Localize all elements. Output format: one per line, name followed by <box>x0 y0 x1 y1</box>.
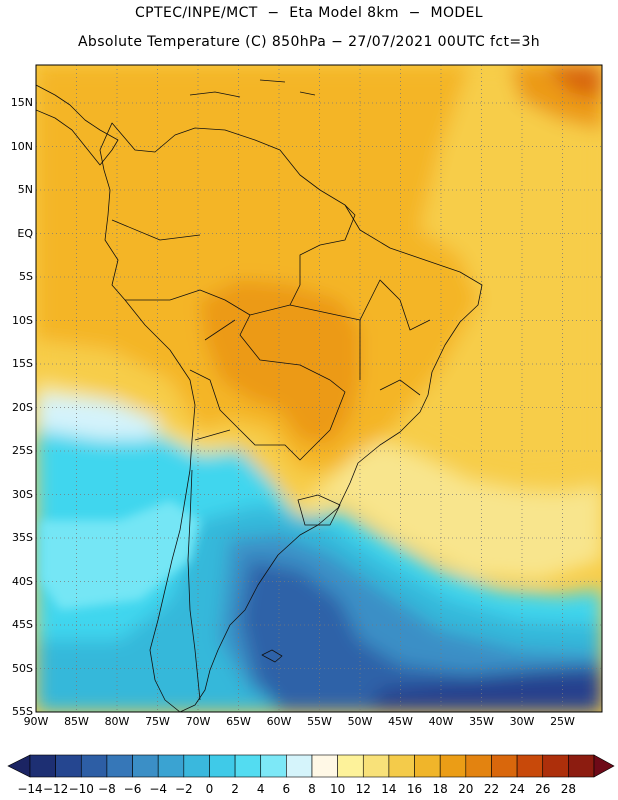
colorbar-tick-label: 18 <box>432 782 448 796</box>
latitude-label: 15S <box>12 357 33 370</box>
colorbar-tick-label: 10 <box>329 782 346 796</box>
colorbar-swatch <box>516 754 544 778</box>
field-cool-transition <box>36 380 602 580</box>
figure-subtitle: Absolute Temperature (C) 850hPa − 27/07/… <box>77 34 541 50</box>
colorbar-tick-label: 20 <box>458 782 474 796</box>
coastlines-and-borders <box>36 79 483 712</box>
latitude-label: 40S <box>12 574 33 588</box>
longitude-label: 30W <box>509 715 535 728</box>
field-warm-zone <box>36 65 480 470</box>
brazil-border <box>169 204 431 441</box>
colorbar-tick-label: 26 <box>535 782 551 796</box>
colorbar-swatch <box>286 754 313 778</box>
latitude-label: 20S <box>12 400 33 414</box>
longitude-label: 45W <box>388 715 413 728</box>
uruguay-outline <box>297 494 341 526</box>
latitude-label: 35S <box>12 531 33 544</box>
colorbar-swatch <box>542 754 569 778</box>
colorbar-swatch <box>132 754 159 778</box>
colorbar-swatch <box>183 754 210 778</box>
colorbar-swatch <box>234 754 262 778</box>
colorbar-swatch <box>106 754 133 778</box>
latitude-label: 50S <box>12 661 33 675</box>
plot-frame <box>35 64 603 713</box>
colorbar <box>7 754 615 778</box>
colorbar-tick-label: 2 <box>231 782 239 796</box>
latitude-label: 5N <box>17 183 33 196</box>
colorbar-tick-label: 22 <box>483 782 500 796</box>
latitude-label: 55S <box>12 705 33 718</box>
colorbar-swatch <box>337 754 364 778</box>
field-cyan-patches <box>40 500 200 610</box>
longitude-label: 65W <box>226 715 251 728</box>
latitude-label: 10S <box>12 313 33 327</box>
latitude-label: 10N <box>10 139 33 153</box>
figure-title: CPTEC/INPE/MCT − Eta Model 8km − MODEL <box>134 5 483 21</box>
falklands <box>261 649 283 663</box>
colorbar-tick-label: −12 <box>42 782 69 796</box>
caribbean-islands <box>189 79 316 98</box>
colorbar-swatch <box>55 754 82 778</box>
colorbar-swatch <box>80 754 108 778</box>
colorbar-swatch <box>388 754 415 778</box>
latitude-label: 15N <box>10 96 33 109</box>
colorbar-swatch <box>157 754 185 778</box>
latitude-label: EQ <box>17 226 33 240</box>
field-very-warm-zone-corner <box>545 65 602 100</box>
colorbar-tick-label: −4 <box>149 782 168 796</box>
longitude-label: 55W <box>307 715 332 728</box>
latitude-label: 45S <box>12 618 33 631</box>
field-pale-blue-zone <box>36 395 160 440</box>
colorbar-tick-label: 24 <box>509 782 525 796</box>
colorbar-tick-label: 16 <box>406 782 423 796</box>
longitude-label: 50W <box>347 715 373 728</box>
longitude-label: 40W <box>428 715 454 728</box>
colorbar-tick-label: 28 <box>560 782 576 796</box>
longitude-label: 80W <box>104 715 130 728</box>
colorbar-tick-label: 6 <box>282 782 291 796</box>
colorbar-tick-label: 14 <box>381 782 397 796</box>
colorbar-swatch <box>209 754 236 778</box>
field-navy-zone <box>370 672 602 712</box>
longitude-label: 25W <box>550 715 575 728</box>
colorbar-tick-label: 12 <box>355 782 371 796</box>
central-america-coastline <box>36 84 119 166</box>
colorbar-swatch <box>439 754 467 778</box>
colorbar-swatch <box>491 754 518 778</box>
colorbar-tick-label: 0 <box>205 782 214 796</box>
longitude-label: 85W <box>64 715 89 728</box>
andean-borders <box>111 219 321 701</box>
longitude-label: 35W <box>469 715 494 728</box>
field-dark-blue-zone <box>240 560 602 712</box>
colorbar-tick-label: −6 <box>123 782 142 796</box>
latitude-label: 25S <box>12 444 33 457</box>
colorbar-swatch <box>29 754 56 778</box>
colorbar-tick-label: −2 <box>174 782 193 796</box>
colorbar-low-arrow <box>7 754 31 778</box>
colorbar-swatch <box>414 754 441 778</box>
colorbar-tick-label: 4 <box>256 782 265 796</box>
colorbar-swatch <box>362 754 390 778</box>
colorbar-high-arrow <box>593 754 615 778</box>
longitude-label: 70W <box>185 715 211 728</box>
longitude-label: 90W <box>23 715 49 728</box>
colorbar-swatch <box>465 754 492 778</box>
colorbar-tick-label: −10 <box>68 782 94 796</box>
colorbar-swatch <box>260 754 287 778</box>
colorbar-swatch <box>311 754 338 778</box>
longitude-label: 60W <box>266 715 292 728</box>
colorbar-swatch <box>568 754 595 778</box>
colorbar-tick-label: −8 <box>98 782 116 796</box>
colorbar-tick-label: −14 <box>17 782 43 796</box>
latitude-label: 30S <box>12 487 33 501</box>
longitude-label: 75W <box>145 715 170 728</box>
colorbar-tick-label: 8 <box>308 782 316 796</box>
latitude-label: 5S <box>19 270 33 283</box>
temperature-field <box>36 65 602 712</box>
